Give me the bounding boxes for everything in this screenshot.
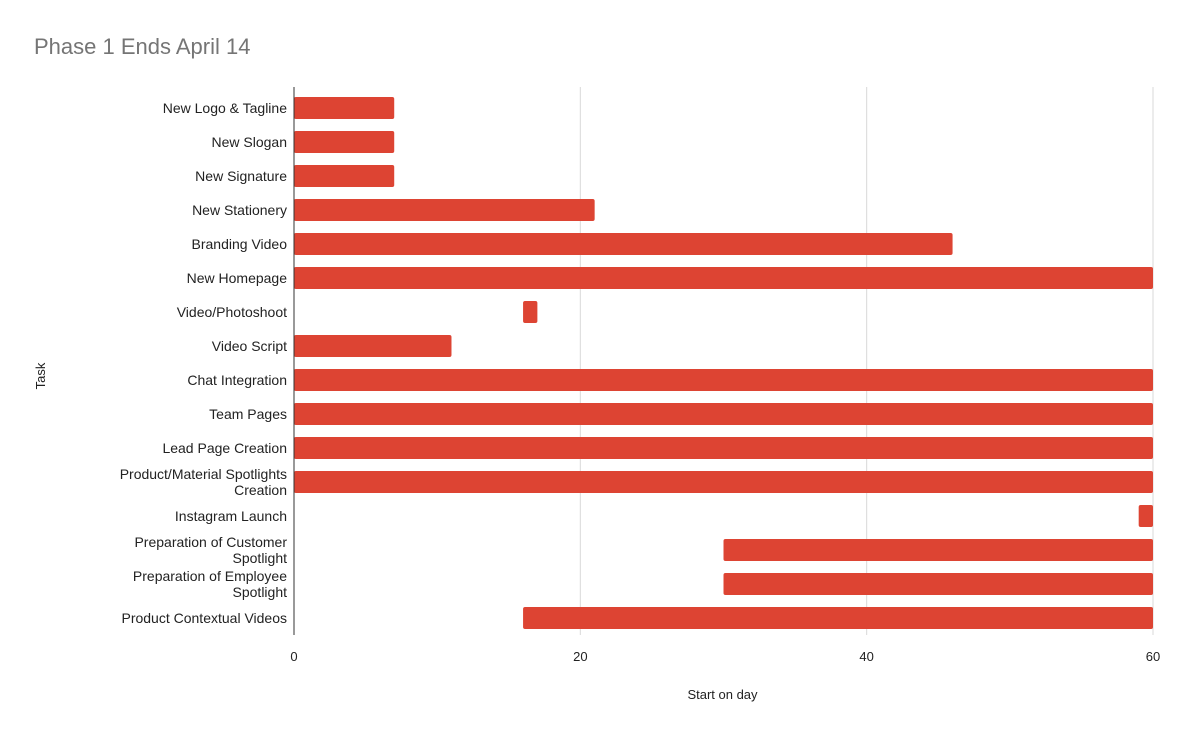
category-label: Chat Integration	[187, 372, 287, 388]
bar	[294, 131, 395, 153]
category-label: New Signature	[195, 168, 287, 184]
x-axis-title: Start on day	[687, 687, 758, 702]
category-label: New Homepage	[187, 270, 288, 286]
category-label: Video Script	[212, 338, 287, 354]
bar	[294, 199, 595, 221]
category-label: Instagram Launch	[175, 508, 287, 524]
x-tick-label: 0	[290, 649, 297, 664]
bar	[294, 165, 395, 187]
bar	[1138, 505, 1153, 527]
bar	[523, 301, 538, 323]
bar	[723, 539, 1153, 561]
x-tick-label: 40	[859, 649, 873, 664]
bar	[294, 267, 1153, 289]
bar	[294, 233, 953, 255]
bar	[723, 573, 1153, 595]
x-tick-label: 20	[573, 649, 587, 664]
category-label: New Stationery	[192, 202, 287, 218]
bar-layer	[294, 97, 1153, 629]
chart-title: Phase 1 Ends April 14	[34, 34, 251, 59]
category-label: Preparation of Employee Spotlight	[133, 568, 287, 600]
bar	[294, 403, 1153, 425]
category-label: New Slogan	[212, 134, 288, 150]
category-label: Preparation of Customer Spotlight	[134, 534, 287, 566]
bar	[294, 97, 395, 119]
category-label: Lead Page Creation	[162, 440, 287, 456]
bar	[523, 607, 1153, 629]
bar	[294, 471, 1153, 493]
y-axis-title: Task	[33, 362, 48, 389]
label-layer: 0 20 40 60 New Logo & Tagline New Slogan New S…	[33, 100, 1160, 702]
bar	[294, 369, 1153, 391]
bar	[294, 437, 1153, 459]
x-tick-label: 60	[1146, 649, 1160, 664]
category-label: Product/Material Spotlights Creation	[120, 466, 287, 498]
category-label: New Logo & Tagline	[163, 100, 287, 116]
category-label: Team Pages	[209, 406, 287, 422]
bar	[294, 335, 452, 357]
category-label: Video/Photoshoot	[177, 304, 287, 320]
category-label: Product Contextual Videos	[121, 610, 287, 626]
category-label: Branding Video	[192, 236, 288, 252]
